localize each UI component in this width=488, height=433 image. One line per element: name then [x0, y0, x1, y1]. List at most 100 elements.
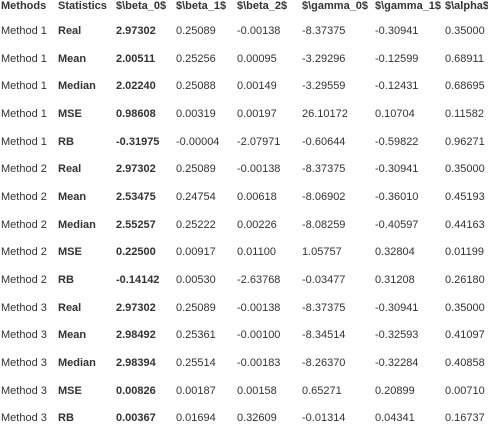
cell-beta-1: 0.25089 — [176, 163, 216, 176]
cell-alpha: 0.35000 — [445, 24, 485, 37]
cell-beta-0: 0.98608 — [116, 107, 156, 120]
cell-alpha: 0.96271 — [445, 135, 485, 148]
cell-method: Method 2 — [1, 274, 47, 287]
cell-beta-0: 2.53475 — [116, 190, 156, 203]
cell-alpha: 0.16737 — [445, 412, 485, 425]
cell-gamma-0: -0.60644 — [302, 135, 346, 148]
cell-statistic: Median — [58, 357, 96, 370]
cell-gamma-0: -8.37375 — [302, 163, 346, 176]
header-alpha: $\alpha$ — [445, 0, 488, 12]
header-gamma-1: $\gamma_1$ — [375, 0, 442, 12]
cell-beta-1: 0.25256 — [176, 52, 216, 65]
table-row: Method 1 Median 2.02240 0.25088 0.00149 -3.29… — [0, 72, 488, 100]
table-row: Method 2 Mean 2.53475 0.24754 0.00618 -8.0690… — [0, 183, 488, 211]
cell-beta-2: -2.63768 — [237, 274, 281, 287]
cell-gamma-0: -8.08259 — [302, 218, 346, 231]
cell-method: Method 2 — [1, 190, 47, 203]
cell-statistic: Real — [58, 24, 82, 37]
cell-beta-0: -0.31975 — [116, 135, 160, 148]
cell-beta-2: 0.32609 — [237, 412, 277, 425]
cell-beta-1: 0.25514 — [176, 357, 216, 370]
cell-gamma-1: -0.12431 — [375, 80, 419, 93]
cell-statistic: RB — [58, 135, 74, 148]
cell-beta-2: 0.00149 — [237, 80, 277, 93]
cell-alpha: 0.45193 — [445, 190, 485, 203]
cell-beta-1: 0.25088 — [176, 80, 216, 93]
cell-method: Method 3 — [1, 412, 47, 425]
cell-beta-2: -0.00100 — [237, 329, 281, 342]
cell-statistic: MSE — [58, 384, 82, 397]
cell-beta-2: -0.00138 — [237, 301, 281, 314]
cell-method: Method 1 — [1, 135, 47, 148]
cell-beta-1: 0.25089 — [176, 24, 216, 37]
cell-statistic: Mean — [58, 52, 87, 65]
table-row: Method 1 Mean 2.00511 0.25256 0.00095 -3.2929… — [0, 45, 488, 73]
cell-gamma-0: -8.37375 — [302, 301, 346, 314]
cell-statistic: Median — [58, 218, 96, 231]
cell-gamma-1: -0.32593 — [375, 329, 419, 342]
table-row: Method 3 Real 2.97302 0.25089 -0.00138 -8.373… — [0, 294, 488, 322]
table-row: Method 2 Median 2.55257 0.25222 0.00226 -8.08… — [0, 211, 488, 239]
cell-gamma-0: -8.26370 — [302, 357, 346, 370]
cell-gamma-0: -8.06902 — [302, 190, 346, 203]
cell-gamma-1: 0.32804 — [375, 246, 415, 259]
cell-gamma-1: -0.40597 — [375, 218, 419, 231]
cell-beta-2: 0.01100 — [237, 246, 276, 259]
cell-method: Method 1 — [1, 107, 47, 120]
cell-beta-0: 2.98394 — [116, 357, 156, 370]
cell-alpha: 0.01199 — [445, 246, 484, 259]
cell-alpha: 0.11582 — [445, 107, 484, 120]
cell-beta-0: 2.97302 — [116, 24, 156, 37]
table-row: Method 3 Mean 2.98492 0.25361 -0.00100 -8.345… — [0, 322, 488, 350]
cell-beta-0: 2.55257 — [116, 218, 156, 231]
cell-beta-0: 2.97302 — [116, 163, 156, 176]
cell-alpha: 0.68695 — [445, 80, 485, 93]
table-row: Method 3 RB 0.00367 0.01694 0.32609 -0.01314 0… — [0, 405, 488, 433]
cell-gamma-1: -0.32284 — [375, 357, 419, 370]
cell-gamma-0: -8.37375 — [302, 24, 346, 37]
header-gamma-0: $\gamma_0$ — [302, 0, 369, 12]
cell-beta-1: 0.25089 — [176, 301, 216, 314]
cell-gamma-1: -0.30941 — [375, 163, 419, 176]
cell-beta-0: 2.00511 — [116, 52, 156, 65]
cell-gamma-0: 1.05757 — [302, 246, 342, 259]
cell-alpha: 0.44163 — [445, 218, 485, 231]
cell-method: Method 2 — [1, 163, 47, 176]
table-row: Method 1 MSE 0.98608 0.00319 0.00197 26.10172… — [0, 100, 488, 128]
cell-gamma-1: 0.10704 — [375, 107, 415, 120]
cell-statistic: Mean — [58, 329, 87, 342]
cell-gamma-0: 26.10172 — [302, 107, 348, 120]
cell-statistic: Real — [58, 301, 82, 314]
cell-beta-1: 0.25222 — [176, 218, 216, 231]
cell-method: Method 1 — [1, 52, 47, 65]
cell-alpha: 0.40858 — [445, 357, 485, 370]
cell-beta-0: 0.22500 — [116, 246, 156, 259]
cell-statistic: Mean — [58, 190, 87, 203]
cell-alpha: 0.00710 — [445, 384, 485, 397]
cell-beta-2: -2.07971 — [237, 135, 281, 148]
cell-beta-1: 0.24754 — [176, 190, 216, 203]
cell-gamma-1: -0.12599 — [375, 52, 419, 65]
cell-gamma-0: -0.03477 — [302, 274, 346, 287]
cell-beta-0: 2.02240 — [116, 80, 156, 93]
cell-method: Method 2 — [1, 218, 47, 231]
cell-method: Method 3 — [1, 357, 47, 370]
cell-statistic: RB — [58, 412, 74, 425]
cell-gamma-1: 0.20899 — [375, 384, 415, 397]
cell-gamma-0: -8.34514 — [302, 329, 346, 342]
cell-method: Method 3 — [1, 384, 47, 397]
cell-gamma-1: -0.59822 — [375, 135, 419, 148]
cell-statistic: RB — [58, 274, 74, 287]
cell-beta-1: -0.00004 — [176, 135, 220, 148]
cell-gamma-0: 0.65271 — [302, 384, 342, 397]
cell-method: Method 3 — [1, 329, 47, 342]
cell-alpha: 0.26180 — [445, 274, 485, 287]
cell-statistic: MSE — [58, 107, 82, 120]
cell-alpha: 0.41097 — [445, 329, 485, 342]
cell-gamma-1: 0.04341 — [375, 412, 415, 425]
cell-beta-1: 0.00319 — [176, 107, 216, 120]
table-row: Method 3 Median 2.98394 0.25514 -0.00183 -8.2… — [0, 349, 488, 377]
cell-gamma-1: -0.36010 — [375, 190, 419, 203]
cell-statistic: MSE — [58, 246, 82, 259]
